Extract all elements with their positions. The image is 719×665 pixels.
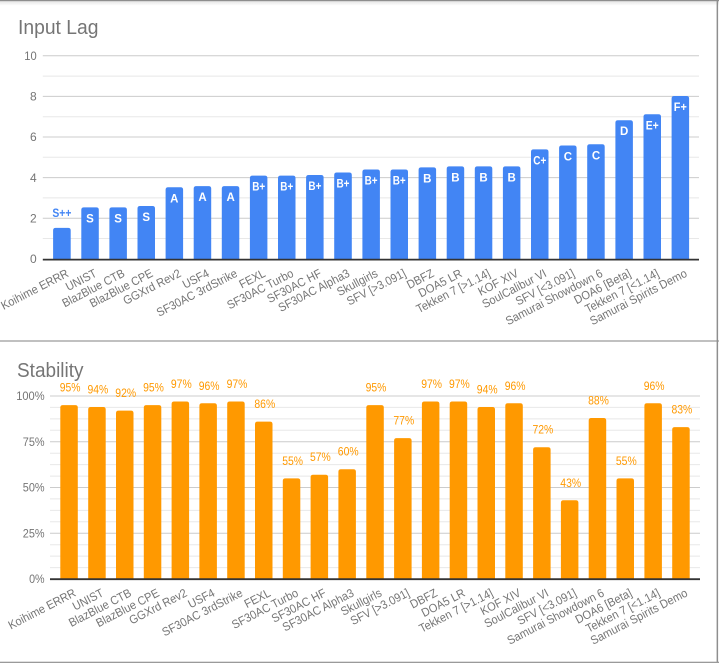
svg-text:D: D bbox=[620, 126, 628, 138]
svg-text:83%: 83% bbox=[672, 403, 693, 417]
svg-text:S++: S++ bbox=[52, 208, 71, 220]
svg-text:Input Lag: Input Lag bbox=[18, 17, 99, 39]
svg-text:B+: B+ bbox=[365, 176, 378, 188]
svg-text:4: 4 bbox=[30, 171, 37, 185]
svg-text:B: B bbox=[479, 172, 487, 184]
svg-text:55%: 55% bbox=[282, 454, 303, 468]
svg-text:95%: 95% bbox=[60, 381, 81, 395]
svg-text:S: S bbox=[142, 212, 150, 224]
svg-text:B+: B+ bbox=[280, 182, 293, 194]
svg-text:B+: B+ bbox=[252, 182, 265, 194]
svg-text:S: S bbox=[114, 213, 122, 225]
svg-text:97%: 97% bbox=[449, 377, 470, 391]
svg-text:A: A bbox=[198, 192, 206, 204]
svg-text:95%: 95% bbox=[143, 381, 164, 395]
svg-text:55%: 55% bbox=[616, 454, 637, 468]
svg-text:97%: 97% bbox=[421, 377, 442, 391]
svg-text:F+: F+ bbox=[674, 102, 687, 114]
svg-text:2: 2 bbox=[30, 211, 37, 225]
svg-text:60%: 60% bbox=[338, 445, 359, 459]
svg-text:B: B bbox=[451, 172, 459, 184]
svg-text:0%: 0% bbox=[29, 572, 45, 586]
svg-text:72%: 72% bbox=[533, 423, 554, 437]
svg-text:10: 10 bbox=[24, 49, 37, 63]
svg-text:96%: 96% bbox=[199, 379, 220, 393]
svg-text:B+: B+ bbox=[337, 179, 350, 191]
svg-text:6: 6 bbox=[30, 130, 37, 144]
svg-text:75%: 75% bbox=[23, 435, 45, 449]
svg-text:B+: B+ bbox=[393, 176, 406, 188]
svg-text:A: A bbox=[226, 192, 234, 204]
svg-text:96%: 96% bbox=[644, 379, 665, 393]
svg-text:86%: 86% bbox=[254, 397, 275, 411]
svg-text:50%: 50% bbox=[23, 481, 45, 495]
svg-text:92%: 92% bbox=[115, 386, 136, 400]
svg-text:E+: E+ bbox=[646, 120, 659, 132]
svg-text:Stability: Stability bbox=[17, 360, 84, 382]
svg-text:C: C bbox=[564, 152, 572, 164]
svg-text:S: S bbox=[86, 213, 94, 225]
svg-text:95%: 95% bbox=[366, 381, 387, 395]
svg-text:B: B bbox=[423, 173, 431, 185]
svg-text:77%: 77% bbox=[393, 414, 414, 428]
svg-text:C: C bbox=[592, 150, 600, 162]
svg-text:B: B bbox=[508, 172, 516, 184]
svg-text:97%: 97% bbox=[227, 377, 248, 391]
svg-text:A: A bbox=[170, 193, 178, 205]
svg-text:C+: C+ bbox=[533, 155, 546, 167]
svg-text:57%: 57% bbox=[310, 450, 331, 464]
svg-text:43%: 43% bbox=[560, 476, 581, 490]
svg-text:8: 8 bbox=[30, 90, 37, 104]
svg-text:96%: 96% bbox=[505, 379, 526, 393]
svg-text:97%: 97% bbox=[171, 377, 192, 391]
svg-text:25%: 25% bbox=[23, 527, 45, 541]
svg-text:0: 0 bbox=[30, 252, 37, 266]
svg-text:94%: 94% bbox=[477, 383, 498, 397]
svg-text:100%: 100% bbox=[16, 389, 45, 403]
svg-text:94%: 94% bbox=[88, 383, 109, 397]
svg-text:B+: B+ bbox=[308, 181, 321, 193]
svg-text:88%: 88% bbox=[588, 394, 609, 408]
